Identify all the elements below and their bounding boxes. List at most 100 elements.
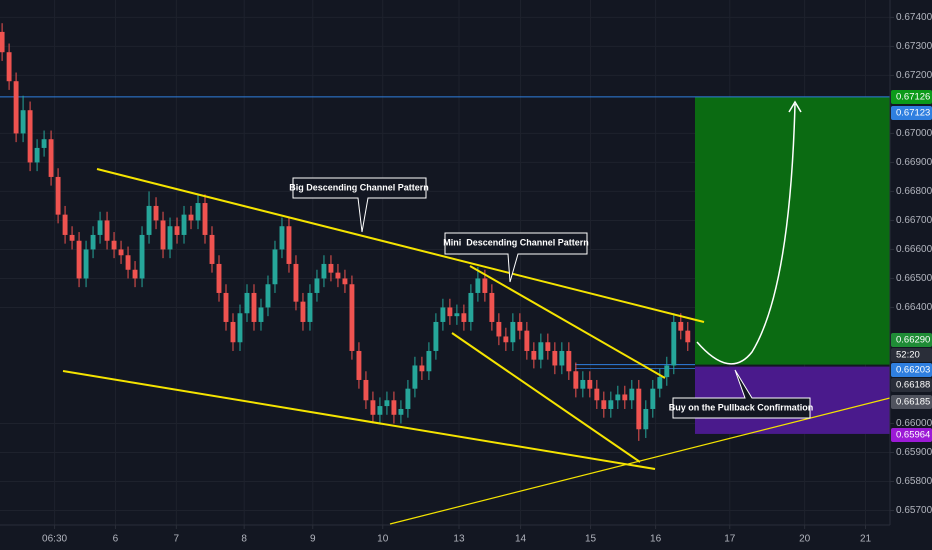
candle-body (55, 176, 61, 215)
candle-body (104, 220, 110, 241)
candle-body (650, 388, 656, 409)
candle-body (69, 234, 75, 241)
candle-body (209, 234, 215, 264)
candle-body (447, 307, 453, 317)
candle-body (300, 301, 306, 322)
candle-body (664, 365, 670, 378)
candle-body (468, 292, 474, 322)
mini-channel-bottom (451, 332, 641, 463)
candle-body (405, 388, 411, 409)
price-badge (891, 395, 932, 409)
x-tick-label: 6 (113, 534, 119, 545)
candle-body (272, 249, 278, 285)
candle-body (391, 400, 397, 415)
x-tick-label: 20 (799, 534, 811, 545)
candle-body (377, 406, 383, 415)
candle-body (412, 365, 418, 389)
candle-body (566, 350, 572, 372)
price-badge (891, 348, 932, 362)
annotations: Big Descending Channel Pattern Mini Desc… (289, 177, 814, 419)
candle-body (265, 284, 271, 308)
price-badge-label: 52:20 (896, 350, 920, 361)
candle-body (20, 110, 26, 134)
annotation-box (672, 369, 811, 419)
price-badge-label: 0.66188 (896, 380, 930, 391)
candle-body (160, 220, 166, 250)
candle-body (440, 307, 446, 322)
candle-body (167, 226, 173, 250)
candle-body (258, 307, 264, 322)
x-tick-label: 13 (453, 534, 465, 545)
x-tick-label: 15 (585, 534, 597, 545)
candle-body (111, 240, 117, 250)
annotation-text: Buy on the Pullback Confirmation (669, 402, 814, 412)
candle-body (454, 313, 460, 317)
candle-body (482, 278, 488, 293)
candle-body (629, 388, 635, 401)
x-tick-label: 17 (724, 534, 736, 545)
price-badge-label: 0.67126 (896, 92, 930, 103)
candle-body (538, 342, 544, 360)
candle-body (517, 321, 523, 331)
candle-body (685, 330, 691, 343)
candle-body (181, 214, 187, 235)
candle-body (97, 220, 103, 235)
candle-body (545, 342, 551, 351)
candle-body (13, 81, 19, 134)
candle-body (244, 292, 250, 314)
candle-body (559, 350, 565, 366)
y-tick-label: 0.67300 (896, 41, 932, 52)
candle-body (174, 226, 180, 235)
candle-body (580, 379, 586, 389)
price-badge (891, 106, 932, 120)
price-badge-label: 0.67123 (896, 108, 930, 119)
candle-body (608, 400, 614, 409)
rising-trendline (389, 397, 891, 525)
y-tick-label: 0.67000 (896, 128, 932, 139)
candle-body (657, 377, 663, 389)
x-tick-label: 10 (377, 534, 389, 545)
y-tick-label: 0.66800 (896, 186, 932, 197)
y-tick-label: 0.67400 (896, 12, 932, 23)
x-tick-label: 9 (310, 534, 316, 545)
candle-body (433, 321, 439, 351)
y-tick-label: 0.66900 (896, 157, 932, 168)
candle-body (293, 263, 299, 302)
candle-body (237, 313, 243, 343)
price-badge-label: 0.66290 (896, 335, 930, 346)
candle-body (139, 234, 145, 279)
candle-body (83, 249, 89, 279)
price-badge-label: 0.65964 (896, 430, 930, 441)
candle-body (587, 379, 593, 389)
candle-body (307, 292, 313, 322)
axes: 0.67400 0.67300 0.67200 0.67000 0.66900 0.668… (42, 12, 932, 545)
candle-body (503, 336, 509, 343)
candle-body (321, 263, 327, 279)
candle-body (48, 139, 54, 177)
price-badge (891, 333, 932, 347)
candle-body (314, 278, 320, 293)
candle-body (531, 350, 537, 360)
candle-body (524, 330, 530, 351)
candle-body (601, 400, 607, 409)
candle-body (356, 350, 362, 380)
x-tick-label: 16 (650, 534, 662, 545)
annotation-text: Big Descending Channel Pattern (289, 182, 429, 192)
candle-body (146, 205, 152, 235)
candle-body (349, 284, 355, 351)
drawings (62, 100, 891, 525)
y-tick-label: 0.66400 (896, 302, 932, 313)
price-badge-label: 0.66203 (896, 365, 930, 376)
candle-body (34, 147, 40, 163)
y-tick-label: 0.66700 (896, 215, 932, 226)
candle-body (216, 263, 222, 293)
candle-body (363, 379, 369, 401)
candle-body (636, 388, 642, 430)
big-channel-top (96, 168, 705, 323)
projection-curve (696, 103, 796, 365)
candle-body (132, 269, 138, 279)
candle-body (6, 52, 12, 82)
price-badge (891, 363, 932, 377)
y-tick-label: 0.67200 (896, 70, 932, 81)
